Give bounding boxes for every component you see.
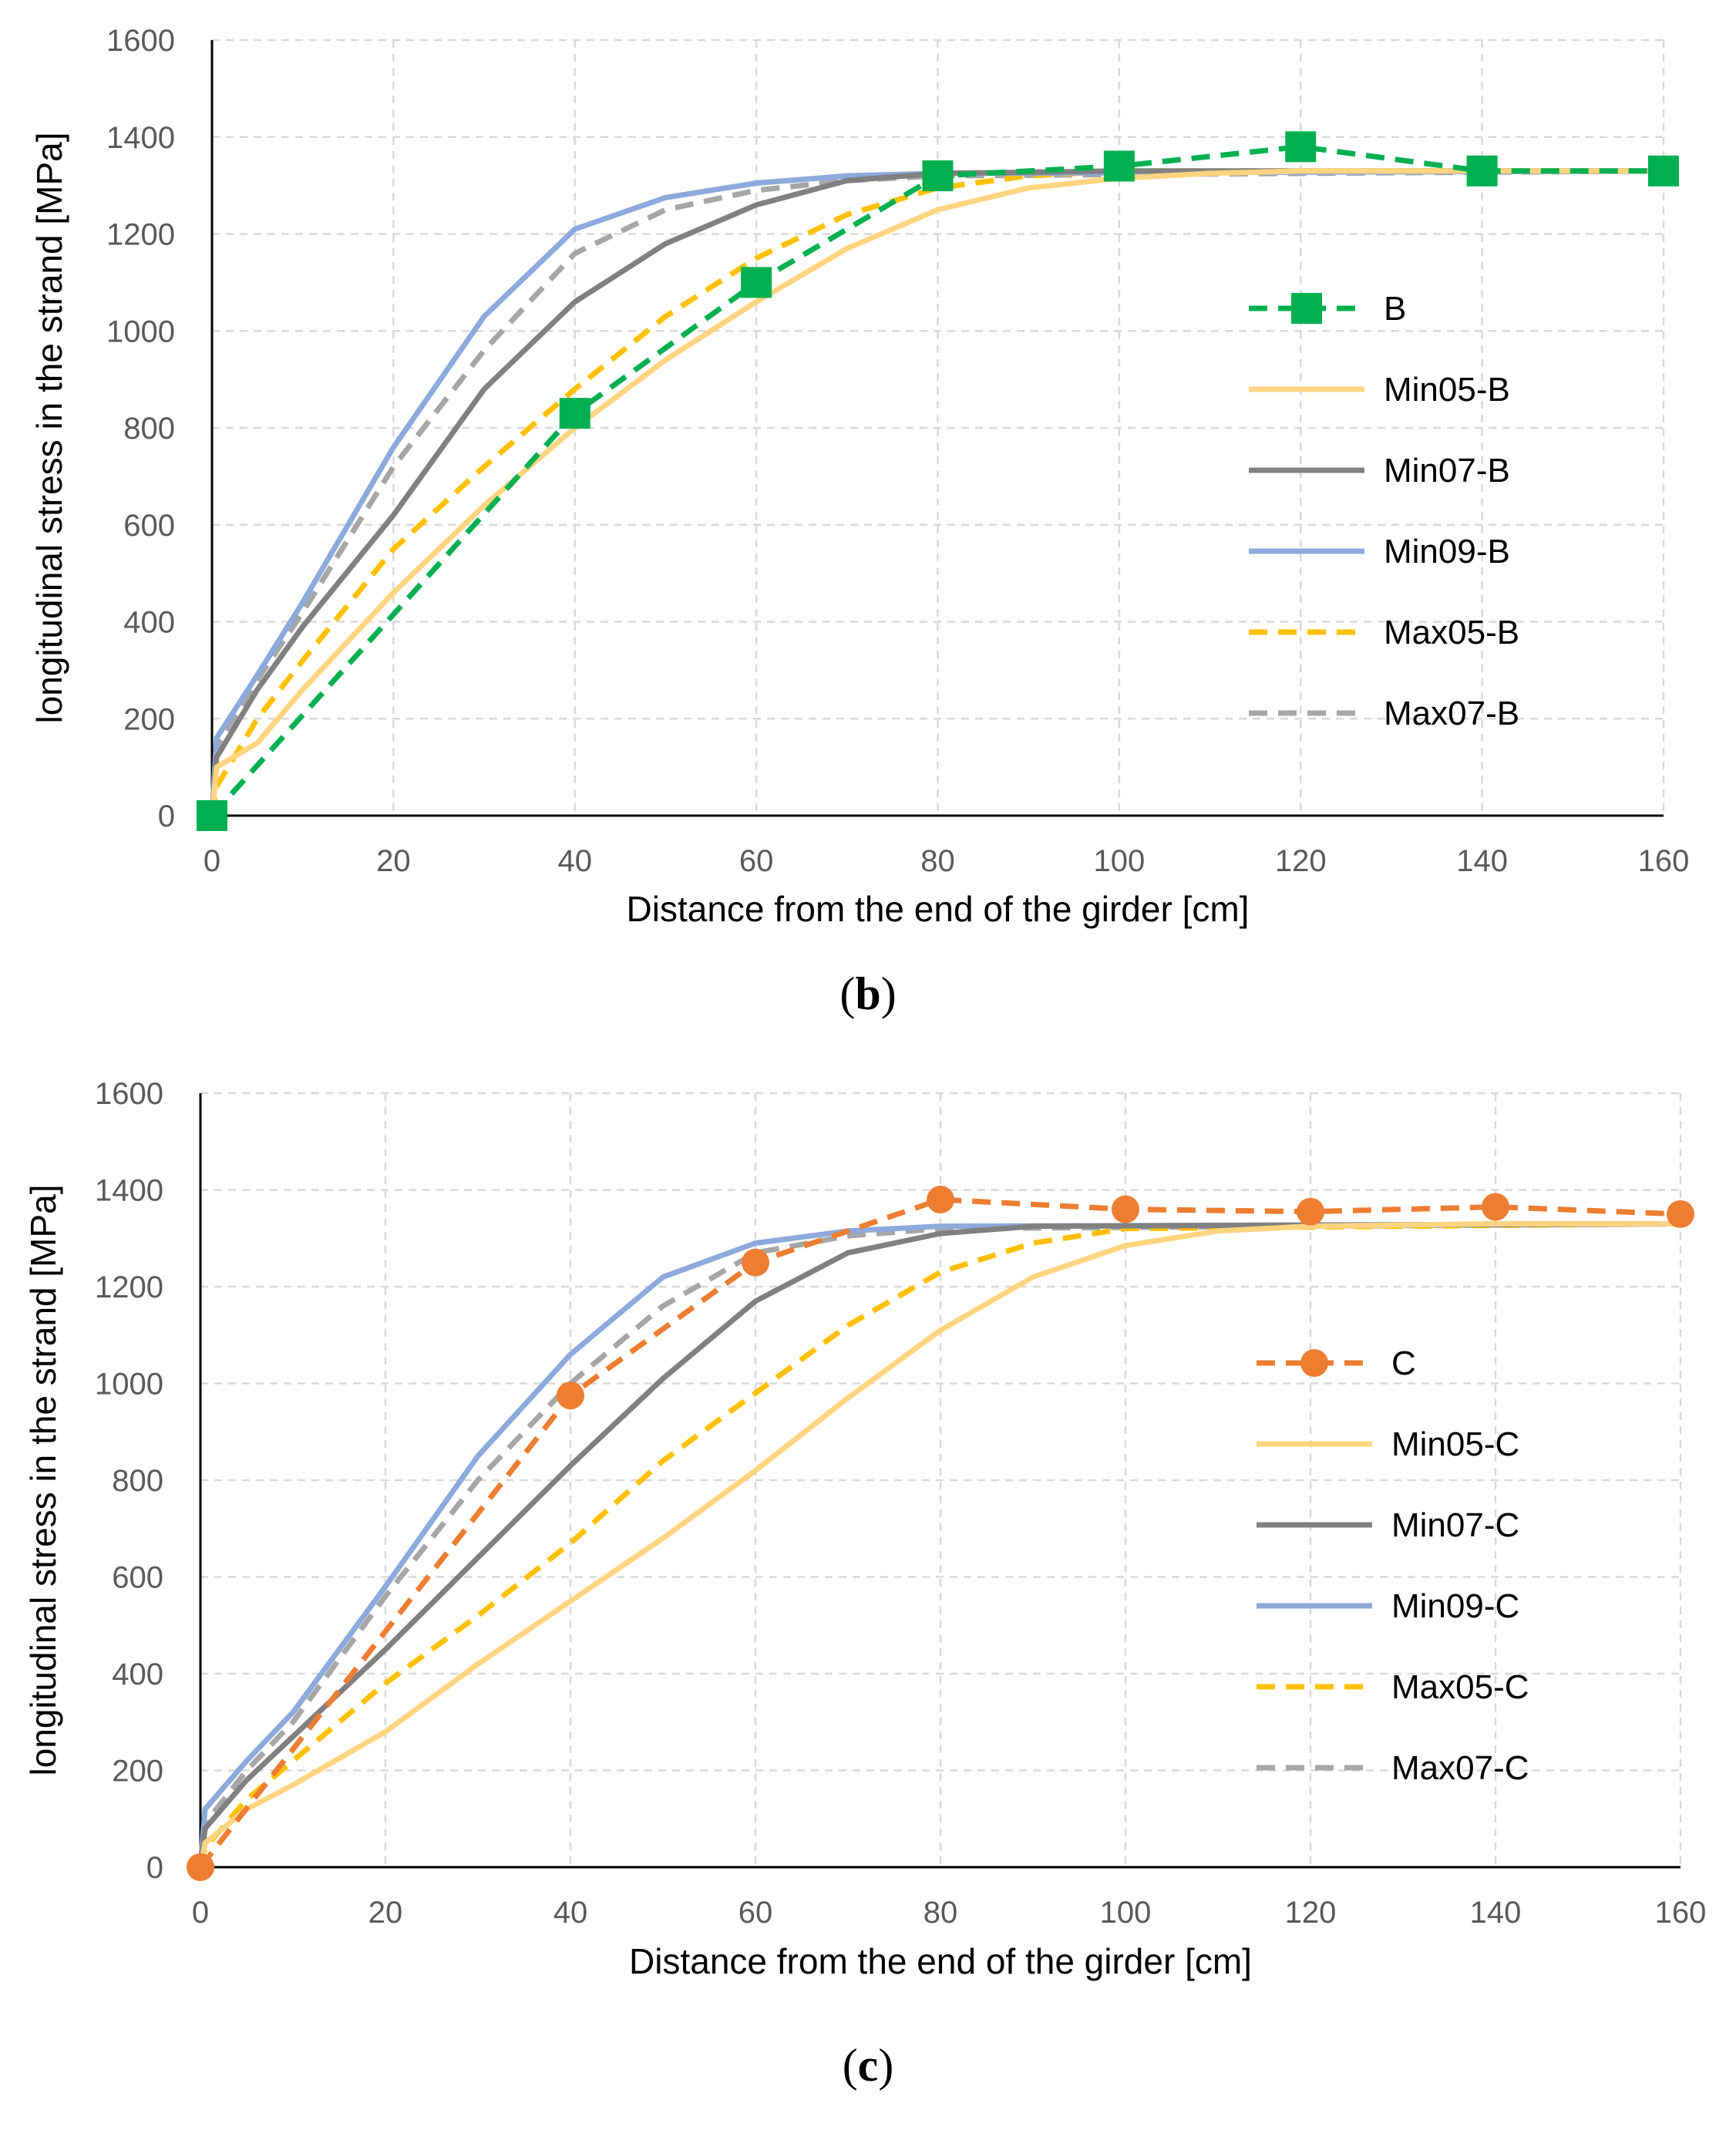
- caption-b-letter: b: [855, 968, 881, 1019]
- caption-b: (b): [839, 968, 897, 1019]
- c-x-tick-label: 120: [1285, 1896, 1337, 1930]
- series-b-marker: [922, 160, 954, 192]
- legend-b-marker: [1291, 293, 1322, 324]
- legend-min07-c-label: Min07-C: [1391, 1506, 1519, 1544]
- c-x-axis-title: Distance from the end of the girder [cm]: [629, 1941, 1252, 1981]
- c-x-tick-label: 60: [738, 1896, 773, 1930]
- b-y-tick-label: 1400: [106, 121, 175, 155]
- series-b-marker: [197, 800, 227, 831]
- caption-c: (c): [842, 2040, 894, 2091]
- series-min09-c-line: [197, 1220, 1681, 1868]
- series-c-line: [198, 1196, 1681, 1869]
- c-x-tick-label: 160: [1655, 1896, 1707, 1930]
- b-y-tick-label: 1000: [106, 315, 175, 348]
- series-max07-c-line: [197, 1220, 1681, 1868]
- c-y-axis-title: longitudinal stress in the strand [MPa]: [23, 1184, 63, 1775]
- series-c-marker: [1482, 1193, 1509, 1221]
- b-y-tick-label: 1200: [106, 218, 175, 252]
- chart-panel-b: 0 200 400 600 800 1000 1200 1400 1600 0 20 40 60 80 10…: [29, 24, 1690, 929]
- b-x-tick-label: 0: [204, 844, 220, 878]
- legend-c-label: C: [1391, 1344, 1416, 1382]
- b-x-tick-label: 120: [1275, 844, 1327, 878]
- b-y-tick-label: 0: [158, 799, 175, 833]
- b-x-tick-label: 160: [1638, 844, 1690, 878]
- b-x-tick-label: 80: [920, 844, 955, 878]
- legend-min07-b-label: Min07-B: [1384, 452, 1510, 490]
- series-b-marker: [1285, 131, 1317, 163]
- c-y-tick-label: 800: [112, 1464, 163, 1498]
- series-min05-b-line: [209, 168, 1664, 816]
- series-c-marker: [742, 1248, 769, 1277]
- b-y-tick-label: 200: [123, 702, 175, 736]
- b-x-axis-title: Distance from the end of the girder [cm]: [627, 889, 1250, 929]
- c-y-tick-label: 1400: [95, 1174, 163, 1208]
- series-min09-b-line: [209, 168, 1664, 816]
- b-y-tick-label: 800: [123, 412, 175, 446]
- series-c-marker: [187, 1853, 214, 1881]
- series-max05-c-line: [197, 1220, 1681, 1868]
- legend-min09-b-label: Min09-B: [1384, 533, 1510, 570]
- c-x-tick-label: 0: [192, 1896, 209, 1930]
- c-y-tick-label: 200: [112, 1755, 163, 1789]
- c-x-tick-label: 80: [924, 1896, 958, 1930]
- b-x-tick-label: 140: [1456, 844, 1508, 878]
- series-min07-c-line: [197, 1220, 1681, 1868]
- b-x-tick-label: 20: [376, 844, 411, 878]
- b-y-tick-label: 600: [123, 509, 175, 543]
- b-y-tick-label: 400: [123, 606, 175, 640]
- series-b-marker: [741, 267, 772, 298]
- b-x-tick-label: 60: [739, 844, 774, 878]
- b-x-tick-label: 40: [558, 844, 593, 878]
- legend-c-marker: [1300, 1349, 1328, 1377]
- series-c-marker: [1297, 1197, 1324, 1226]
- series-b-marker: [559, 398, 590, 429]
- series-min05-c-line: [197, 1220, 1680, 1868]
- c-y-tick-label: 600: [112, 1561, 163, 1595]
- series-b-line: [210, 143, 1664, 818]
- legend-max07-c-label: Max07-C: [1391, 1749, 1529, 1787]
- b-y-tick-label: 1600: [106, 24, 175, 58]
- c-x-tick-label: 40: [553, 1896, 588, 1930]
- c-y-tick-label: 0: [146, 1851, 163, 1885]
- series-c-marker: [557, 1381, 584, 1410]
- b-x-tick-label: 100: [1094, 844, 1146, 878]
- series-max05-b-line: [209, 168, 1664, 816]
- caption-c-letter: c: [857, 2040, 879, 2091]
- legend-max07-b-label: Max07-B: [1384, 695, 1519, 732]
- c-y-tick-label: 1200: [95, 1270, 163, 1304]
- legend-min09-c-label: Min09-C: [1391, 1587, 1519, 1625]
- c-x-tick-label: 140: [1470, 1896, 1522, 1930]
- series-c-marker: [1112, 1195, 1139, 1223]
- c-y-tick-label: 1600: [95, 1077, 163, 1111]
- chart-panel-c: 0 200 400 600 800 1000 1200 1400 1600 0 20 40 60 80 10…: [23, 1077, 1707, 1981]
- legend-b-label: B: [1384, 290, 1406, 328]
- c-y-tick-label: 1000: [95, 1368, 163, 1402]
- legend-min05-b-label: Min05-B: [1384, 371, 1510, 409]
- series-b-marker: [1648, 155, 1679, 187]
- c-x-tick-label: 20: [368, 1896, 403, 1930]
- b-y-axis-title: longitudinal stress in the strand [MPa]: [29, 132, 69, 723]
- c-y-tick-label: 400: [112, 1657, 163, 1691]
- legend-min05-c-label: Min05-C: [1391, 1425, 1519, 1463]
- series-b-marker: [1466, 155, 1498, 187]
- legend-max05-b-label: Max05-B: [1384, 614, 1519, 651]
- c-x-tick-label: 100: [1100, 1896, 1152, 1930]
- series-b-marker: [1103, 150, 1135, 182]
- series-c-marker: [1667, 1200, 1694, 1228]
- legend-max05-c-label: Max05-C: [1391, 1668, 1529, 1706]
- series-c-marker: [927, 1186, 954, 1214]
